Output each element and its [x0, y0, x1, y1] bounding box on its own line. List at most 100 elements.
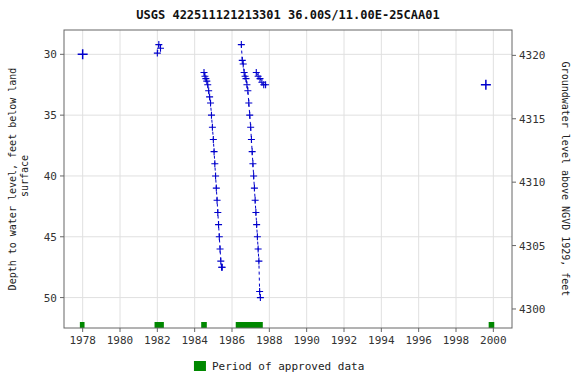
- y2-tick: [512, 118, 516, 119]
- y2-tick-label: 4310: [519, 176, 546, 189]
- point-marker: [249, 148, 256, 155]
- y-grid-line: [64, 236, 512, 237]
- x-tick-label: 1990: [293, 334, 320, 347]
- point-marker: [239, 57, 246, 64]
- y2-tick-label: 4315: [519, 113, 546, 126]
- point-marker: [78, 49, 88, 59]
- axes: 1978198019821984198619881990199219941996…: [44, 48, 546, 347]
- point-marker: [205, 87, 212, 94]
- x-tick: [120, 328, 121, 332]
- point-marker: [250, 172, 257, 179]
- x-tick-label: 1994: [368, 334, 395, 347]
- point-marker: [201, 69, 208, 76]
- point-marker: [238, 41, 245, 48]
- y-grid-line: [64, 297, 512, 298]
- x-grid-line: [381, 30, 382, 328]
- series: [154, 41, 164, 57]
- approved-span: [155, 322, 164, 328]
- x-tick: [418, 328, 419, 332]
- grid: [64, 30, 512, 328]
- y-tick: [60, 115, 64, 116]
- x-grid-line: [157, 30, 158, 328]
- x-grid-line: [493, 30, 494, 328]
- y-tick: [60, 297, 64, 298]
- series-line: [204, 73, 222, 268]
- point-marker: [246, 112, 253, 119]
- point-marker: [254, 233, 261, 240]
- point-marker: [209, 124, 216, 131]
- legend-label: Period of approved data: [212, 360, 364, 373]
- y-tick: [60, 236, 64, 237]
- point-marker: [218, 264, 225, 271]
- y2-tick: [512, 55, 516, 56]
- series: [78, 49, 491, 89]
- x-grid-line: [232, 30, 233, 328]
- point-marker: [262, 81, 269, 88]
- x-tick: [381, 328, 382, 332]
- x-tick: [269, 328, 270, 332]
- y-grid-line: [64, 115, 512, 116]
- y-tick-label: 40: [44, 170, 57, 183]
- point-marker: [214, 197, 221, 204]
- point-marker: [251, 185, 258, 192]
- point-marker: [481, 80, 491, 90]
- point-marker: [245, 99, 252, 106]
- x-tick: [194, 328, 195, 332]
- point-marker: [255, 258, 262, 265]
- point-marker: [211, 160, 218, 167]
- x-grid-line: [306, 30, 307, 328]
- point-marker: [248, 136, 255, 143]
- point-marker: [157, 45, 164, 52]
- point-marker: [208, 112, 215, 119]
- background: [0, 0, 576, 384]
- y2-tick-label: 4320: [519, 49, 546, 62]
- title: USGS 422511121213301 36.00S/11.00E-25CAA…: [136, 8, 439, 22]
- x-grid-line: [418, 30, 419, 328]
- series: [253, 69, 269, 88]
- point-marker: [240, 61, 247, 68]
- x-grid-line: [269, 30, 270, 328]
- point-marker: [203, 78, 210, 85]
- point-marker: [217, 245, 224, 252]
- x-tick-label: 2000: [480, 334, 507, 347]
- x-grid-line: [82, 30, 83, 328]
- point-marker: [244, 87, 251, 94]
- point-marker: [252, 209, 259, 216]
- chart: 1978198019821984198619881990199219941996…: [0, 0, 576, 384]
- series: [80, 322, 494, 328]
- x-tick-label: 1978: [69, 334, 96, 347]
- y-grid-line: [64, 54, 512, 55]
- point-marker: [213, 185, 220, 192]
- x-tick-label: 1980: [107, 334, 134, 347]
- x-tick: [493, 328, 494, 332]
- point-marker: [243, 81, 250, 88]
- point-marker: [216, 233, 223, 240]
- point-marker: [206, 93, 213, 100]
- y-tick-label: 45: [44, 231, 57, 244]
- point-marker: [215, 221, 222, 228]
- x-grid-line: [456, 30, 457, 328]
- x-tick: [306, 328, 307, 332]
- x-tick: [157, 328, 158, 332]
- y-grid-line: [64, 175, 512, 176]
- y2-axis-label: Groundwater level above NGVD 1929, feet: [560, 62, 571, 297]
- legend: Period of approved data: [194, 360, 364, 373]
- x-grid-line: [120, 30, 121, 328]
- point-marker: [212, 172, 219, 179]
- x-tick-label: 1992: [331, 334, 358, 347]
- y2-tick-label: 4305: [519, 240, 546, 253]
- x-tick-label: 1996: [405, 334, 432, 347]
- y-tick-label: 30: [44, 48, 57, 61]
- approved-span: [489, 322, 495, 328]
- legend-swatch: [194, 361, 206, 371]
- series-line: [241, 45, 260, 298]
- point-marker: [241, 69, 248, 76]
- point-marker: [253, 69, 260, 76]
- y2-tick-label: 4300: [519, 303, 546, 316]
- point-marker: [155, 41, 162, 48]
- y-axis-label: Depth to water level, feet below land su…: [7, 68, 30, 291]
- approved-span: [236, 322, 263, 328]
- point-marker: [255, 245, 262, 252]
- y2-tick: [512, 308, 516, 309]
- point-marker: [253, 221, 260, 228]
